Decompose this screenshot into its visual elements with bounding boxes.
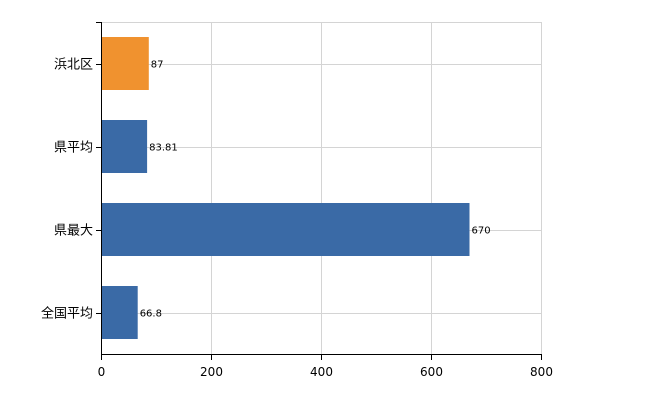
- labels: 87 浜北区 83.81 県平均 670 県最大 66.8 全国平均 0 200 400 600 800: [41, 58, 553, 380]
- category-label: 県平均: [54, 141, 93, 156]
- x-tick-label: 400: [310, 365, 333, 379]
- bar-value-label: 66.8: [140, 309, 162, 320]
- bars: [102, 37, 470, 339]
- x-tick-label: 800: [530, 365, 553, 379]
- bar-4: [102, 286, 138, 339]
- x-tick-label: 600: [420, 365, 443, 379]
- bar-value-label: 87: [151, 60, 164, 71]
- category-label: 全国平均: [41, 306, 93, 322]
- bar-2: [102, 120, 148, 173]
- bar-3: [102, 203, 470, 256]
- bar-value-label: 670: [472, 226, 491, 237]
- axes: [96, 22, 542, 360]
- bar-value-label: 83.81: [149, 143, 178, 154]
- category-label: 浜北区: [54, 58, 93, 73]
- x-tick-label: 200: [200, 365, 223, 379]
- x-tick-label: 0: [98, 365, 106, 379]
- grid-lines: [101, 22, 542, 354]
- bar-1: [102, 37, 149, 90]
- category-label: 県最大: [54, 224, 93, 239]
